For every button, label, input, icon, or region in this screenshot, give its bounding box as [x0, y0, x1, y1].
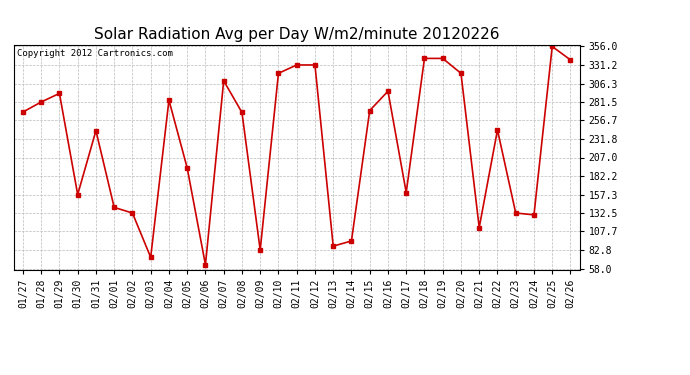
Text: Copyright 2012 Cartronics.com: Copyright 2012 Cartronics.com: [17, 50, 172, 58]
Title: Solar Radiation Avg per Day W/m2/minute 20120226: Solar Radiation Avg per Day W/m2/minute …: [94, 27, 500, 42]
